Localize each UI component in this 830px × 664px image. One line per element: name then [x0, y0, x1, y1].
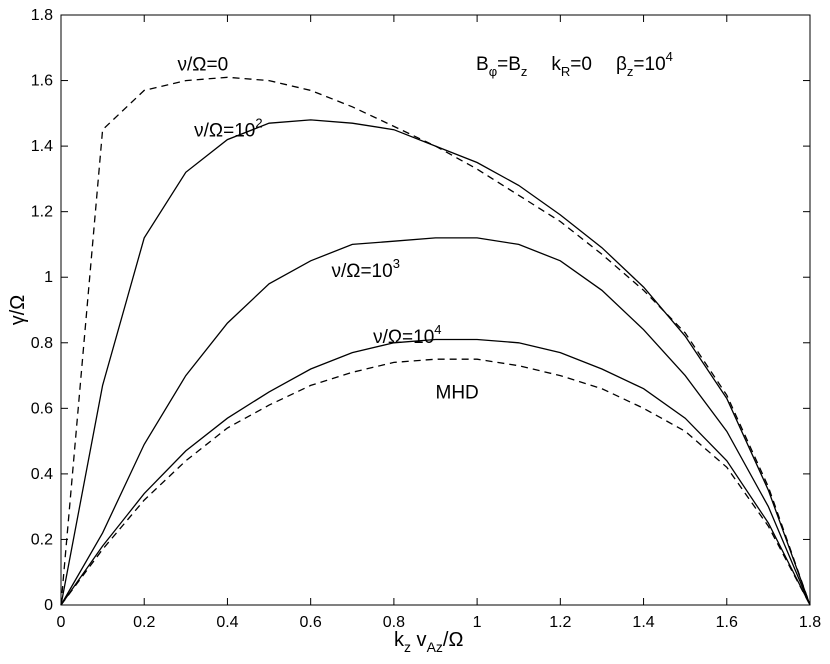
- series-line-3: [60, 237, 811, 606]
- x-tick-label: 1.4: [632, 614, 654, 631]
- header-annotation: Bφ=Bz kR=0 βz=104: [476, 49, 673, 79]
- y-tick-label: 1.8: [31, 7, 53, 24]
- series-group: [60, 76, 811, 606]
- x-tick-label: 0.4: [216, 614, 238, 631]
- x-tick-label: 0.6: [300, 614, 322, 631]
- x-tick-label: 0.2: [133, 614, 155, 631]
- y-tick-label: 1: [44, 269, 53, 286]
- series-label-1: ν/Ω=0: [178, 55, 229, 76]
- x-tick-label: 1.8: [799, 614, 821, 631]
- y-tick-label: 1.4: [31, 138, 53, 155]
- series-label-3: ν/Ω=103: [331, 256, 399, 282]
- y-tick-label: 0.8: [31, 335, 53, 352]
- y-tick-label: 0.4: [31, 466, 53, 483]
- x-tick-label: 1.2: [549, 614, 571, 631]
- series-label-5: MHD: [436, 383, 479, 404]
- y-tick-label: 0.2: [31, 531, 53, 548]
- y-tick-label: 1.6: [31, 73, 53, 90]
- x-tick-label: 0.8: [383, 614, 405, 631]
- y-tick-label: 0.6: [31, 400, 53, 417]
- series-labels: ν/Ω=0 ν/Ω=102 ν/Ω=103 ν/Ω=104 MHD: [178, 55, 479, 404]
- x-axis-label: kz vAz/Ω: [394, 629, 463, 655]
- series-line-1: [60, 76, 811, 606]
- axis-ticks: 0 0.2 0.4 0.6 0.8 1 1.2 1.4 1.6 1.8 0 0.2 0.4 0.6 0.8 1…: [31, 7, 821, 631]
- y-tick-label: 1.2: [31, 204, 53, 221]
- y-axis-label: γ/Ω: [7, 295, 29, 326]
- series-line-4: [60, 338, 811, 606]
- series-label-2: ν/Ω=102: [194, 115, 262, 141]
- x-tick-label: 1: [473, 614, 482, 631]
- x-tick-label: 0: [57, 614, 66, 631]
- y-tick-label: 0: [44, 597, 53, 614]
- series-label-4: ν/Ω=104: [373, 322, 441, 348]
- x-tick-label: 1.6: [716, 614, 738, 631]
- plot-frame: [60, 14, 811, 606]
- series-line-2: [60, 119, 811, 606]
